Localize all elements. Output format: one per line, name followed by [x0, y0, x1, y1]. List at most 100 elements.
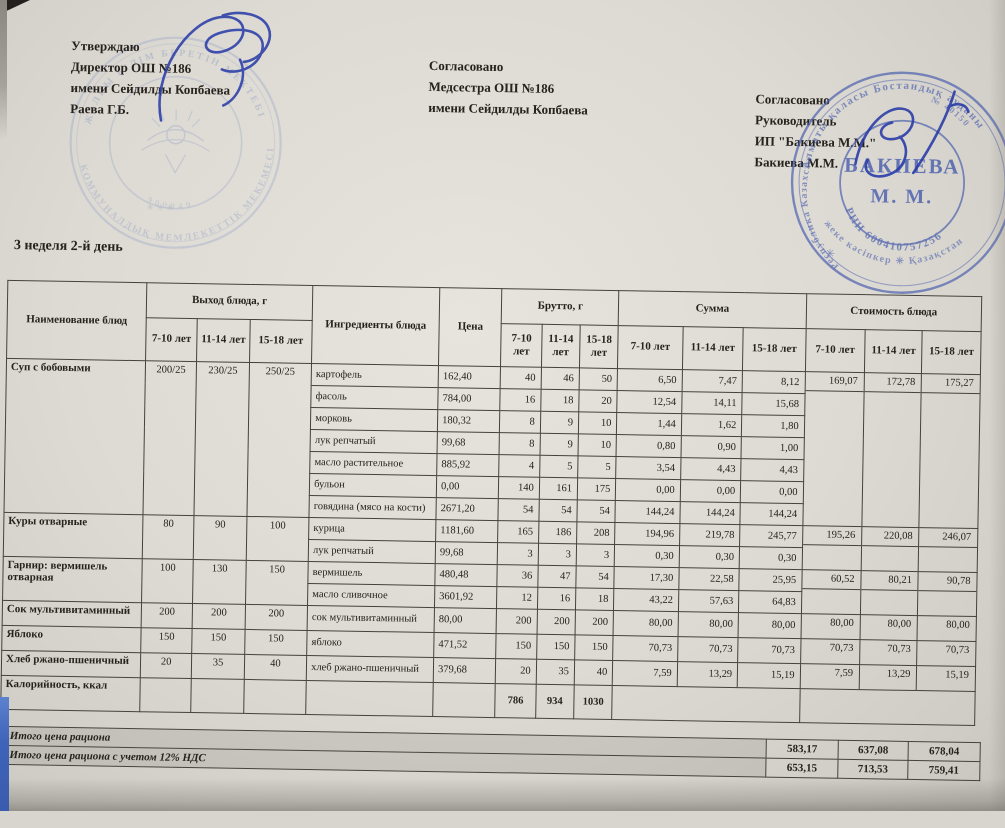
sum-value-cell: 13,29	[676, 661, 738, 688]
output-value-cell: 250/25	[246, 362, 312, 518]
ingredient-name-cell: бульон	[309, 473, 437, 498]
price-value-cell: 480,48	[434, 563, 498, 587]
dish-cost-value: 70,73	[945, 644, 970, 656]
gross-value-cell: 10	[578, 433, 617, 457]
dish-cost-value: 169,07	[805, 372, 864, 392]
age-group-header: 7-10 лет	[145, 317, 198, 362]
age-group-header: 11-14 лет	[196, 318, 250, 363]
ingredient-name-cell: хлеб ржано-пшеничный	[306, 655, 434, 683]
sum-value-cell: 43,22	[613, 588, 679, 612]
agree-supplier-block: Согласовано Руководитель ИП "Бакиева М.М…	[754, 88, 877, 174]
dish-cost-cell: 90,78	[917, 571, 978, 617]
calories-value-cell: 934	[535, 684, 575, 719]
supplier-stamp-star: ✳	[825, 246, 835, 260]
sum-value-cell: 144,24	[740, 502, 803, 526]
ingredient-name-cell: курица	[308, 517, 436, 542]
ingredient-name-cell: масло растительное	[309, 451, 438, 476]
empty-cell	[799, 688, 976, 726]
gross-value-cell: 175	[577, 477, 616, 501]
dish-cost-cell: 13,29	[859, 664, 918, 691]
price-value-cell: 180,32	[437, 409, 501, 433]
empty-cell	[139, 677, 192, 713]
sum-value-cell: 17,30	[614, 566, 679, 590]
sum-value-cell: 1,00	[741, 436, 804, 460]
dish-cost-value: 175,27	[922, 374, 980, 394]
gross-value-cell: 9	[540, 411, 579, 434]
dish-cost-value: 70,73	[887, 643, 911, 655]
gross-value-cell: 46	[540, 367, 580, 390]
dish-cost-cell: 80,00	[917, 615, 977, 642]
sum-value-cell: 8,12	[742, 370, 806, 394]
gross-value-cell: 50	[579, 367, 618, 391]
age-group-header: 11-14 лет	[682, 326, 744, 371]
output-value-cell: 150	[140, 627, 193, 654]
age-group-header: 11-14 лет	[864, 329, 923, 374]
dish-name-cell: Яблоко	[1, 625, 142, 653]
approve-line: имени Сейдилды Копбаева	[70, 79, 231, 98]
price-value-cell: 3601,92	[434, 585, 498, 609]
gross-value-cell: 40	[500, 366, 542, 390]
agree-supplier-line: Бакиева М.М.	[754, 154, 839, 171]
ingredient-name-cell: картофель	[311, 363, 439, 388]
sum-value-cell: 7,59	[612, 660, 678, 687]
sum-value-cell: 15,68	[741, 392, 805, 416]
gross-value-cell: 8	[499, 432, 541, 456]
ingredient-name-cell: говядина (мясо на кости)	[309, 495, 437, 520]
svg-text:900049: 900049	[146, 194, 196, 211]
agree-supplier-line: Согласовано	[755, 91, 830, 108]
menu-table-body: Суп с бобовыми 200/25 230/25 250/25 картофел…	[0, 358, 981, 726]
sum-value-cell: 80,00	[677, 611, 739, 638]
dish-cost-cell: 7,59	[799, 663, 860, 690]
dish-cost-cell: 70,73	[859, 639, 918, 666]
gross-value-cell: 54	[498, 498, 540, 522]
svg-text:жеке кәсіпкер ✳ Қазақстан: жеке кәсіпкер ✳ Қазақстан	[821, 218, 966, 268]
gross-value-cell: 40	[574, 659, 613, 686]
school-stamp-stars: ✳ ✳ ✳	[146, 202, 174, 212]
output-value-cell: 200	[141, 602, 193, 629]
dish-name-cell: Куры отварные	[3, 512, 143, 559]
approve-block: Утверждаю Директор ОШ №186 имени Сейдилд…	[70, 35, 231, 122]
approve-line: Утверждаю	[71, 37, 140, 55]
gross-value-cell: 18	[540, 389, 580, 412]
gross-value-cell: 200	[575, 609, 614, 636]
sum-value-cell: 80,00	[613, 610, 679, 637]
price-value-cell: 162,40	[438, 365, 501, 389]
sum-value-cell: 0,30	[678, 545, 740, 569]
output-value-cell: 130	[192, 559, 246, 605]
school-stamp-ring-text-bottom: КОММУНАЛДЫҚ МЕМЛЕКЕТТІК МЕКЕМЕСІ	[76, 143, 277, 246]
ingredient-name-cell: сок мультивитаминный	[307, 605, 435, 633]
dish-cost-value: 13,29	[886, 668, 911, 680]
calories-value-cell: 1030	[573, 684, 613, 720]
price-value-cell: 471,52	[433, 632, 497, 659]
sum-value-cell: 194,96	[614, 522, 680, 546]
age-group-header: 15-18 лет	[742, 327, 806, 372]
age-group-header: 7-10 лет	[805, 328, 866, 373]
svg-text:РНН 600410757256: РНН 600410757256	[842, 206, 945, 255]
sum-value-cell: 0,80	[616, 434, 682, 458]
output-value-cell: 80	[142, 514, 195, 560]
sum-value-cell: 1,62	[681, 413, 742, 437]
sum-value-cell: 0,90	[680, 435, 742, 459]
age-group-header: 7-10 лет	[500, 323, 542, 368]
totals-value-cell: 713,53	[837, 759, 909, 780]
dish-name-cell: Гарнир: вермишель отварная	[2, 556, 143, 603]
output-value-cell: 200	[192, 603, 246, 630]
sum-value-cell: 25,95	[738, 568, 802, 592]
price-value-cell: 1181,60	[435, 519, 499, 543]
col-header-name: Наименование блюд	[6, 280, 147, 361]
output-value-cell: 200/25	[142, 360, 197, 516]
gross-value-cell: 54	[575, 565, 615, 589]
supplier-stamp-ring-bottom: жеке кәсіпкер ✳ Қазақстан	[821, 218, 966, 268]
gross-value-cell: 16	[500, 388, 541, 412]
output-value-cell: 150	[245, 560, 309, 606]
svg-text:КОММУНАЛДЫҚ МЕМЛЕКЕТТІК МЕКЕМЕ: КОММУНАЛДЫҚ МЕМЛЕКЕТТІК МЕКЕМЕСІ	[76, 143, 277, 246]
dish-cost-value: 195,26	[802, 526, 862, 546]
sum-value-cell: 14,11	[681, 391, 743, 415]
dish-cost-cell: 80,00	[800, 613, 861, 640]
age-group-header: 15-18 лет	[921, 330, 982, 375]
dish-cost-cell: 60,52	[801, 569, 862, 615]
price-value-cell: 99,68	[437, 431, 500, 455]
agree-medical-block: Согласовано Медсестра ОШ №186 имени Сейд…	[428, 55, 589, 121]
col-header-price: Цена	[438, 287, 503, 367]
sum-value-cell: 12,54	[617, 390, 682, 414]
